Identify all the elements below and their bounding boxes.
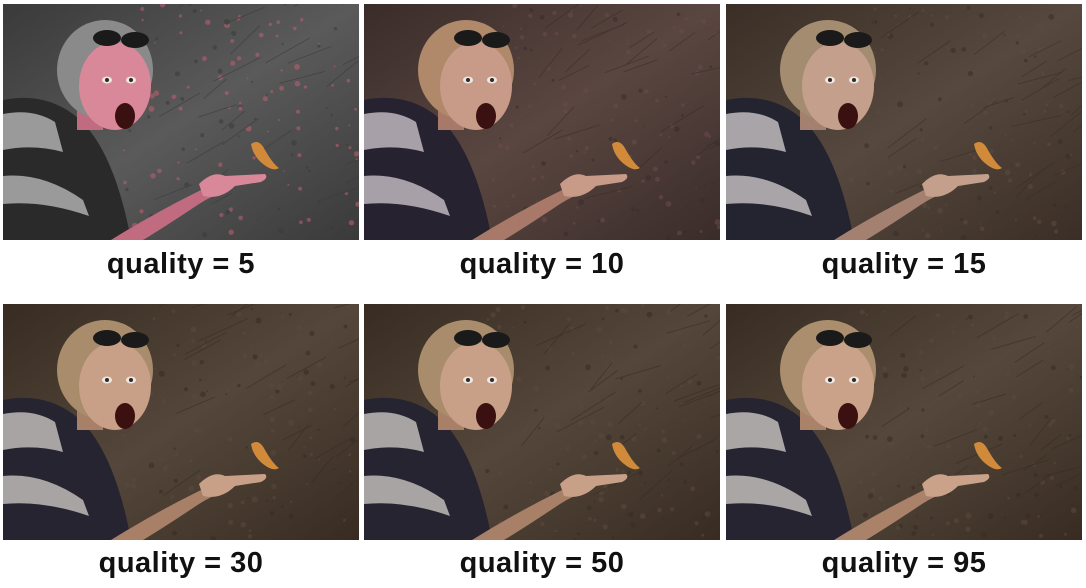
dirt-texture xyxy=(848,5,1082,240)
arm xyxy=(472,182,590,240)
open-mouth xyxy=(115,403,135,429)
photo-illustration xyxy=(726,4,1082,240)
open-mouth xyxy=(115,103,135,129)
photo-illustration xyxy=(3,304,359,540)
sunglasses xyxy=(816,30,872,48)
photo xyxy=(726,4,1082,240)
photo-illustration xyxy=(726,304,1082,540)
photo-illustration xyxy=(364,4,720,240)
hand xyxy=(922,174,990,197)
caption: quality = 10 xyxy=(459,248,625,280)
hand xyxy=(199,174,267,197)
face xyxy=(802,42,874,130)
arm xyxy=(111,482,229,540)
sunglasses xyxy=(454,330,510,348)
slug xyxy=(251,142,279,170)
striped-shirt xyxy=(726,397,854,540)
sunglasses xyxy=(93,30,149,48)
arm xyxy=(111,182,229,240)
arm xyxy=(472,482,590,540)
panel-quality-30: quality = 30 xyxy=(3,304,359,579)
open-mouth xyxy=(838,403,858,429)
hand xyxy=(560,474,628,497)
open-mouth xyxy=(476,403,496,429)
photo xyxy=(726,304,1082,540)
slug xyxy=(612,142,640,170)
striped-shirt xyxy=(3,97,131,240)
photo xyxy=(364,4,720,240)
hand xyxy=(560,174,628,197)
panel-quality-95: quality = 95 xyxy=(726,304,1082,579)
slug xyxy=(974,142,1002,170)
dirt-texture xyxy=(121,304,359,540)
hand xyxy=(922,474,990,497)
dirt-texture xyxy=(121,4,359,238)
striped-shirt xyxy=(3,397,131,540)
photo xyxy=(364,304,720,540)
face xyxy=(440,42,512,130)
striped-shirt xyxy=(364,397,492,540)
photo xyxy=(3,4,359,240)
striped-shirt xyxy=(364,97,492,240)
striped-shirt xyxy=(726,97,854,240)
dirt-texture xyxy=(484,4,720,240)
hand xyxy=(199,474,267,497)
photo xyxy=(3,304,359,540)
sunglasses xyxy=(454,30,510,48)
slug xyxy=(974,442,1002,470)
panel-quality-50: quality = 50 xyxy=(364,304,720,579)
open-mouth xyxy=(476,103,496,129)
caption: quality = 15 xyxy=(821,248,987,280)
caption: quality = 95 xyxy=(821,547,987,579)
open-mouth xyxy=(838,103,858,129)
photo-illustration xyxy=(364,304,720,540)
face xyxy=(79,42,151,130)
panel-quality-5: quality = 5 xyxy=(3,4,359,280)
sunglasses xyxy=(93,330,149,348)
caption: quality = 50 xyxy=(459,547,625,579)
panel-quality-15: quality = 15 xyxy=(726,4,1082,280)
face xyxy=(79,342,151,430)
slug xyxy=(251,442,279,470)
caption: quality = 30 xyxy=(98,547,264,579)
panel-quality-10: quality = 10 xyxy=(364,4,720,280)
caption: quality = 5 xyxy=(106,248,256,280)
face xyxy=(440,342,512,430)
arm xyxy=(834,182,952,240)
arm xyxy=(834,482,952,540)
sunglasses xyxy=(816,330,872,348)
slug xyxy=(612,442,640,470)
face xyxy=(802,342,874,430)
photo-illustration xyxy=(3,4,359,240)
